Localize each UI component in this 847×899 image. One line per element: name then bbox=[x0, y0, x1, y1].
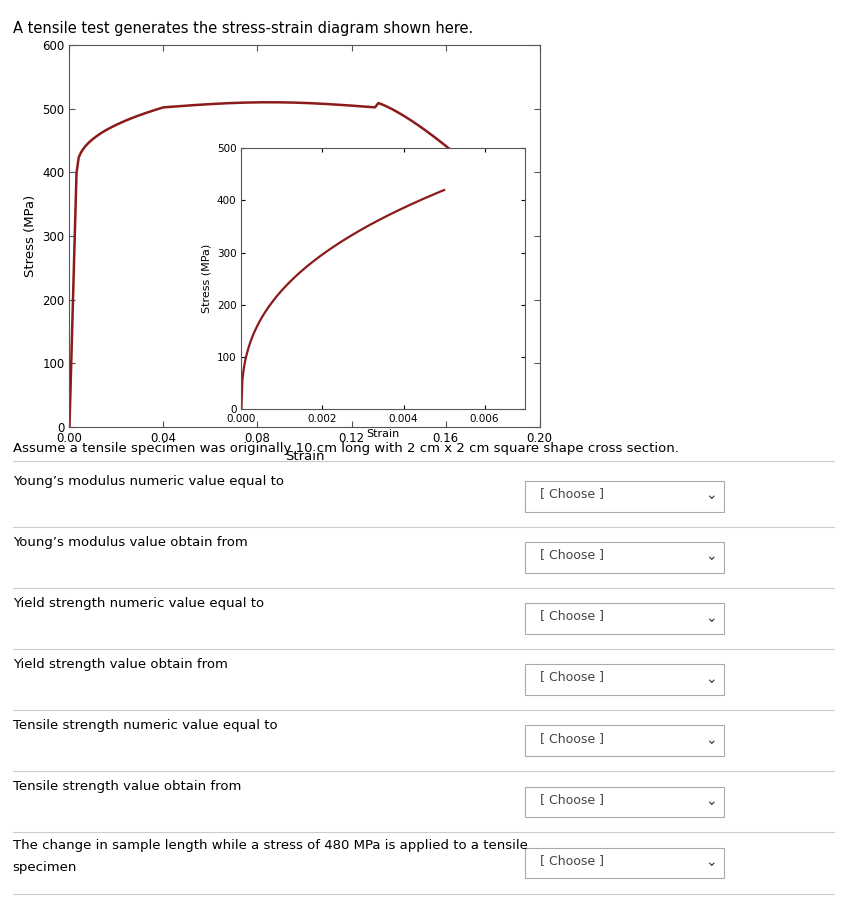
Text: Yield strength value obtain from: Yield strength value obtain from bbox=[13, 658, 228, 671]
Text: A tensile test generates the stress-strain diagram shown here.: A tensile test generates the stress-stra… bbox=[13, 21, 473, 36]
Text: [ Choose ]: [ Choose ] bbox=[540, 854, 605, 867]
Text: [ Choose ]: [ Choose ] bbox=[540, 732, 605, 744]
X-axis label: Strain: Strain bbox=[285, 450, 324, 464]
Text: [ Choose ]: [ Choose ] bbox=[540, 671, 605, 683]
Text: Tensile strength value obtain from: Tensile strength value obtain from bbox=[13, 780, 241, 793]
Text: ⌄: ⌄ bbox=[706, 610, 717, 625]
Text: ⌄: ⌄ bbox=[706, 794, 717, 808]
Text: Tensile strength numeric value equal to: Tensile strength numeric value equal to bbox=[13, 719, 277, 732]
Text: The change in sample length while a stress of 480 MPa is applied to a tensile: The change in sample length while a stre… bbox=[13, 839, 528, 851]
Text: ⌄: ⌄ bbox=[706, 733, 717, 747]
Text: [ Choose ]: [ Choose ] bbox=[540, 610, 605, 622]
Text: [ Choose ]: [ Choose ] bbox=[540, 548, 605, 561]
X-axis label: Strain: Strain bbox=[367, 430, 400, 440]
Text: Yield strength numeric value equal to: Yield strength numeric value equal to bbox=[13, 597, 263, 610]
Text: Young’s modulus value obtain from: Young’s modulus value obtain from bbox=[13, 536, 247, 548]
Text: ⌄: ⌄ bbox=[706, 672, 717, 686]
Y-axis label: Stress (MPa): Stress (MPa) bbox=[24, 195, 36, 277]
Text: Young’s modulus numeric value equal to: Young’s modulus numeric value equal to bbox=[13, 475, 284, 487]
Text: [ Choose ]: [ Choose ] bbox=[540, 487, 605, 500]
Text: specimen: specimen bbox=[13, 861, 77, 874]
Text: Assume a tensile specimen was originally 10 cm long with 2 cm x 2 cm square shap: Assume a tensile specimen was originally… bbox=[13, 442, 678, 455]
Text: ⌄: ⌄ bbox=[706, 855, 717, 869]
Text: [ Choose ]: [ Choose ] bbox=[540, 793, 605, 806]
Y-axis label: Stress (MPa): Stress (MPa) bbox=[202, 244, 212, 314]
Text: ⌄: ⌄ bbox=[706, 549, 717, 564]
Text: ⌄: ⌄ bbox=[706, 488, 717, 503]
